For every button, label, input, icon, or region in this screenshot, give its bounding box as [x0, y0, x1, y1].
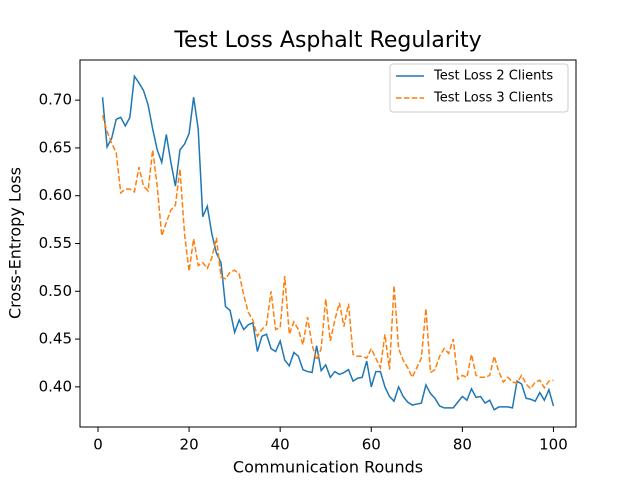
- y-axis-label: Cross-Entropy Loss: [6, 167, 25, 319]
- line-series: [101, 115, 554, 390]
- x-tick-label: 60: [362, 436, 381, 454]
- line-series: [101, 74, 555, 411]
- y-tick-label: 0.55: [39, 234, 72, 252]
- x-tick-label: 80: [453, 436, 472, 454]
- plot-frame: [79, 59, 577, 428]
- y-tick-label: 0.65: [39, 138, 72, 156]
- legend-label: Test Loss 3 Clients: [433, 91, 553, 106]
- x-tick-label: 0: [93, 436, 103, 454]
- legend-box: [389, 63, 569, 113]
- y-tick-label: 0.50: [39, 282, 72, 300]
- legend-label: Test Loss 2 Clients: [433, 69, 553, 84]
- x-tick-label: 40: [271, 436, 290, 454]
- y-tick-label: 0.40: [39, 377, 72, 395]
- chart-title: Test Loss Asphalt Regularity: [173, 28, 481, 53]
- y-tick-label: 0.45: [39, 330, 72, 348]
- y-tick-label: 0.60: [39, 186, 72, 204]
- x-tick-label: 100: [539, 436, 568, 454]
- y-tick-label: 0.70: [39, 91, 72, 109]
- x-tick-label: 20: [180, 436, 199, 454]
- x-axis-label: Communication Rounds: [233, 458, 423, 477]
